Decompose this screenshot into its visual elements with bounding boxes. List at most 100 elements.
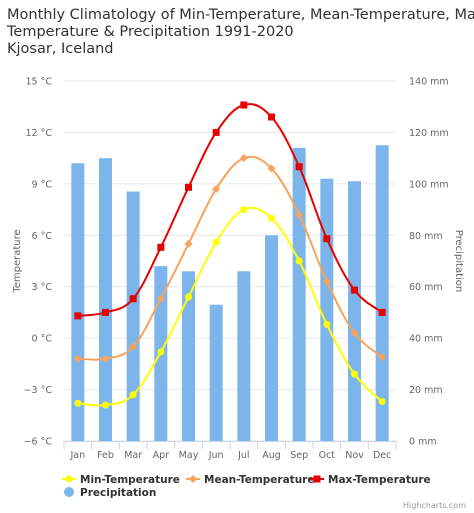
x-tick-label: Feb <box>97 450 114 461</box>
min-temperature-point <box>102 401 109 409</box>
mean-temperature-point <box>267 164 276 173</box>
grid-lines <box>64 80 396 442</box>
mean-temperature-point <box>322 277 331 286</box>
left-tick-label: 15 °C <box>26 77 53 88</box>
x-tick-label: Jan <box>70 450 86 461</box>
min-temperature-point <box>378 398 386 406</box>
temperature-lines <box>73 101 387 409</box>
legend-label: Min-Temperature <box>80 474 180 486</box>
x-tick-label: May <box>179 450 199 461</box>
left-axis-title: Temperature <box>12 229 23 293</box>
x-tick-label: Jun <box>208 450 224 461</box>
mean-temperature-point <box>212 185 221 193</box>
precipitation-bar <box>292 147 306 441</box>
right-tick-label: 100 mm <box>409 179 449 190</box>
mean-temperature-point <box>378 353 387 361</box>
right-tick-label: 60 mm <box>409 282 443 293</box>
precipitation-bar <box>182 271 195 441</box>
max-temperature-point <box>268 113 275 121</box>
max-temperature-line <box>77 103 383 317</box>
min-temperature-point <box>323 320 331 328</box>
precipitation-bar <box>348 181 361 442</box>
chart-title-line-1: Monthly Climatology of Min-Temperature, … <box>7 7 474 23</box>
mean-temperature-point <box>129 342 138 351</box>
left-axis: −6 °C −3 °C 0 °C 3 °C 6 °C 9 °C 12 °C 15 °C Temp… <box>12 77 52 448</box>
right-tick-label: 140 mm <box>409 77 449 88</box>
precipitation-bar <box>375 145 389 442</box>
legend-item-max-temperature[interactable]: Max-Temperature <box>310 474 431 486</box>
left-tick-label: −3 °C <box>24 385 53 396</box>
precipitation-bar <box>209 304 223 441</box>
legend[interactable]: Min-Temperature Mean-Temperature Max-Tempe… <box>62 474 431 499</box>
max-temperature-series <box>74 101 386 320</box>
right-tick-label: 120 mm <box>409 128 449 139</box>
mean-temperature-series <box>73 154 387 363</box>
max-temperature-point <box>323 235 331 243</box>
x-axis: Jan Feb Mar Apr May Jun Jul Aug Sep Oct Nov Dec <box>63 441 397 461</box>
x-tick-label: Oct <box>319 450 336 461</box>
precipitation-bar <box>237 271 251 441</box>
right-tick-label: 40 mm <box>409 334 443 345</box>
right-tick-label: 0 mm <box>409 437 437 448</box>
legend-item-mean-temperature[interactable]: Mean-Temperature <box>186 474 314 486</box>
x-tick-label: Aug <box>262 450 281 461</box>
max-temperature-point <box>185 183 192 191</box>
precipitation-bars <box>71 145 389 442</box>
legend-label: Max-Temperature <box>328 474 431 486</box>
max-temperature-point <box>351 286 358 294</box>
right-tick-label: 80 mm <box>409 231 443 242</box>
legend-bar-symbol <box>64 487 74 497</box>
max-temperature-point <box>74 312 82 320</box>
precipitation-bar <box>99 158 112 441</box>
min-temperature-point <box>295 257 303 265</box>
min-temperature-point <box>129 391 137 399</box>
credit-text[interactable]: Highcharts.com <box>403 501 466 510</box>
x-tick-label: Dec <box>373 450 391 461</box>
legend-item-min-temperature[interactable]: Min-Temperature <box>62 474 180 486</box>
mean-temperature-point <box>239 154 248 163</box>
x-tick-label: Sep <box>290 450 308 461</box>
min-temperature-point <box>74 399 82 407</box>
legend-marker-symbol <box>65 475 73 483</box>
min-temperature-point <box>157 348 165 356</box>
mean-temperature-point <box>295 210 304 219</box>
left-tick-label: 9 °C <box>32 179 53 190</box>
x-tick-label: Apr <box>153 450 170 461</box>
legend-item-precipitation[interactable]: Precipitation <box>64 487 156 499</box>
x-tick-label: Nov <box>345 450 364 461</box>
mean-temperature-point <box>73 354 82 363</box>
precipitation-bar <box>126 191 140 441</box>
min-temperature-point <box>268 214 275 222</box>
x-tick-label: Mar <box>124 450 142 461</box>
mean-temperature-point <box>350 329 359 337</box>
min-temperature-point <box>240 206 248 214</box>
max-temperature-point <box>212 128 220 136</box>
max-temperature-point <box>295 163 303 171</box>
right-axis-title: Precipitation <box>453 230 464 293</box>
max-temperature-point <box>157 243 165 251</box>
mean-temperature-point <box>156 294 165 303</box>
precipitation-bar <box>71 163 85 442</box>
max-temperature-point <box>378 308 386 316</box>
precipitation-bar <box>265 235 278 441</box>
left-tick-label: 6 °C <box>32 231 53 242</box>
legend-label: Mean-Temperature <box>204 474 314 486</box>
left-tick-label: 3 °C <box>32 282 53 293</box>
x-tick-label: Jul <box>237 450 249 461</box>
min-temperature-point <box>185 293 192 301</box>
mean-temperature-point <box>101 354 110 363</box>
legend-marker-symbol <box>313 475 321 483</box>
legend-label: Precipitation <box>80 487 156 499</box>
right-axis: 0 mm 20 mm 40 mm 60 mm 80 mm 100 mm 120 mm 140 … <box>409 77 464 448</box>
chart-title-line-2: Temperature & Precipitation 1991-2020 <box>6 24 294 40</box>
precipitation-bar <box>320 178 334 441</box>
legend-marker-symbol <box>189 475 197 483</box>
max-temperature-point <box>240 101 248 109</box>
left-tick-label: 0 °C <box>32 334 53 345</box>
min-temperature-series <box>74 206 386 409</box>
chart-title-line-3: Kjosar, Iceland <box>7 41 114 57</box>
max-temperature-point <box>129 295 137 303</box>
min-temperature-point <box>212 238 220 246</box>
max-temperature-point <box>102 308 109 316</box>
